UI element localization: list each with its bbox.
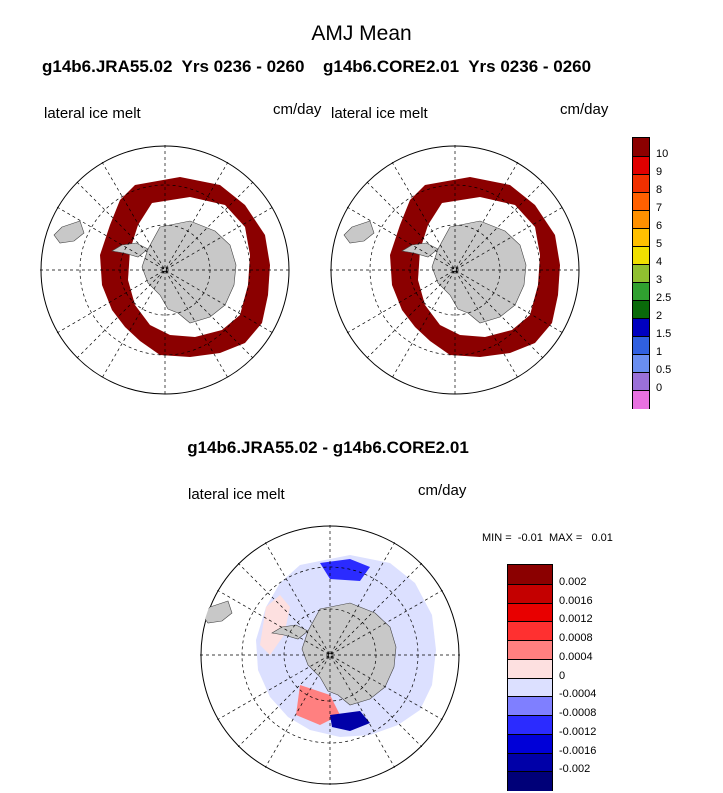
right-panel-subtitle: g14b6.CORE2.01 Yrs 0236 - 0260: [323, 57, 591, 77]
left-years: Yrs 0236 - 0260: [181, 57, 305, 76]
antarctic-peninsula: [401, 242, 439, 258]
lat-circle-inner: [283, 608, 377, 702]
antarctica-land: [431, 220, 527, 324]
diff-colorbar-swatch: [508, 733, 552, 754]
figure-title: AMJ Mean: [311, 22, 412, 45]
new-zealand-land: [496, 397, 506, 407]
min-label: MIN =: [482, 532, 512, 544]
diff-colorbar-tick-label: -0.002: [559, 763, 591, 776]
diff-colorbar-swatch: [508, 621, 552, 641]
diff-patch-neg-south: [330, 711, 370, 731]
main-colorbar-tick-label: 7: [656, 202, 663, 214]
diff-colorbar-swatch: [508, 640, 552, 660]
diff-colorbar-swatch: [508, 602, 552, 623]
main-colorbar-tick-label: 4: [656, 256, 663, 268]
min-value: -0.01: [517, 532, 543, 544]
right-years: Yrs 0236 - 0260: [468, 57, 592, 76]
right-variable-label: lateral ice melt: [331, 105, 428, 122]
main-colorbar-swatch: [633, 156, 649, 175]
diff-colorbar-labels: 0.002 0.0016 0.0012 0.0008 0.0004 0 -0.0004 -0.…: [559, 564, 619, 791]
left-panel-subtitle: g14b6.JRA55.02 Yrs 0236 - 0260: [42, 57, 304, 77]
diff-colorbar-tick-label: 0.002: [559, 575, 587, 588]
main-colorbar-swatch: [633, 192, 649, 211]
main-colorbar-swatch: [633, 390, 649, 409]
main-colorbar-tick-label: 8: [656, 184, 663, 196]
main-colorbar-tick-label: 0: [656, 382, 663, 394]
main-colorbar-tick-label: 6: [656, 220, 663, 232]
diff-colorbar: [507, 564, 553, 791]
lat-circle-inner: [119, 224, 211, 316]
main-colorbar-tick-label: 0.5: [656, 364, 672, 376]
diff-colorbar-swatch: [508, 752, 552, 773]
diff-colorbar-tick-label: 0.0012: [559, 613, 593, 626]
main-colorbar-swatch: [633, 138, 649, 156]
main-colorbar-swatch: [633, 282, 649, 301]
main-colorbar-swatch: [633, 174, 649, 193]
south-america-land: [343, 220, 375, 244]
main-colorbar-tick-label: 10: [656, 148, 669, 160]
diff-colorbar-tick-label: 0.0016: [559, 594, 593, 607]
left-case-name: g14b6.JRA55.02: [42, 57, 173, 76]
diff-colorbar-tick-label: -0.0016: [559, 744, 597, 757]
left-variable-label: lateral ice melt: [44, 105, 141, 122]
diff-colorbar-tick-label: 0: [559, 669, 566, 682]
diff-colorbar-swatch: [508, 771, 552, 791]
lat-circle-outer: [79, 184, 251, 356]
right-units-label: cm/day: [560, 101, 609, 118]
min-max-readout: MIN = -0.01 MAX = 0.01: [482, 532, 613, 544]
left-units-label: cm/day: [273, 101, 322, 118]
main-colorbar-tick-label: 3: [656, 274, 663, 286]
antarctica-land: [141, 220, 237, 324]
diff-colorbar-swatch: [508, 658, 552, 679]
diff-colorbar-swatch: [508, 565, 552, 584]
main-colorbar-tick-label: 2.5: [656, 292, 672, 304]
south-america-land: [53, 220, 85, 244]
diff-title: g14b6.JRA55.02 - g14b6.CORE2.01: [187, 438, 469, 457]
diff-units-label: cm/day: [418, 482, 467, 499]
main-colorbar-swatch: [633, 228, 649, 247]
diff-patch-pos: [260, 595, 290, 655]
antarctica-land: [301, 602, 397, 706]
main-colorbar-swatch: [633, 210, 649, 229]
diff-patch-neg-north: [320, 559, 370, 581]
main-colorbar-swatch: [633, 246, 649, 265]
diff-colorbar-swatch: [508, 715, 552, 735]
right-case-name: g14b6.CORE2.01: [323, 57, 460, 76]
new-zealand-land: [206, 397, 216, 407]
diff-polar-map: [200, 525, 460, 785]
main-colorbar-tick-label: 5: [656, 238, 663, 250]
diff-colorbar-tick-label: 0.0004: [559, 650, 593, 663]
main-colorbar-tick-label: 1.5: [656, 328, 672, 340]
lat-circle-outer: [369, 184, 541, 356]
diff-colorbar-swatch: [508, 696, 552, 716]
main-colorbar-swatch: [633, 318, 649, 337]
diff-colorbar-tick-label: -0.0004: [559, 688, 597, 701]
main-colorbar: [632, 137, 650, 409]
antarctic-peninsula: [111, 242, 149, 258]
main-colorbar-tick-label: 9: [656, 166, 663, 178]
lat-circle-inner: [409, 224, 501, 316]
main-colorbar-swatch: [633, 372, 649, 391]
diff-colorbar-tick-label: 0.0008: [559, 632, 593, 644]
max-value: 0.01: [591, 532, 613, 544]
main-colorbar-tick-label: 2: [656, 310, 663, 322]
right-polar-map: [330, 145, 580, 395]
diff-variable-label: lateral ice melt: [188, 486, 285, 503]
left-polar-map: [40, 145, 290, 395]
main-colorbar-swatch: [633, 300, 649, 319]
lat-circle-outer: [241, 566, 419, 744]
max-label: MAX =: [548, 532, 583, 544]
diff-colorbar-tick-label: -0.0012: [559, 725, 597, 738]
main-colorbar-tick-label: 1: [656, 346, 663, 358]
main-colorbar-labels: 10 9 8 7 6 5 4 3 2.5 2 1.5 1 0.5 0: [656, 137, 696, 409]
main-colorbar-swatch: [633, 354, 649, 373]
main-colorbar-swatch: [633, 264, 649, 283]
diff-colorbar-swatch: [508, 677, 552, 698]
diff-colorbar-tick-label: -0.0008: [559, 707, 597, 719]
main-colorbar-swatch: [633, 336, 649, 355]
diff-colorbar-swatch: [508, 583, 552, 604]
